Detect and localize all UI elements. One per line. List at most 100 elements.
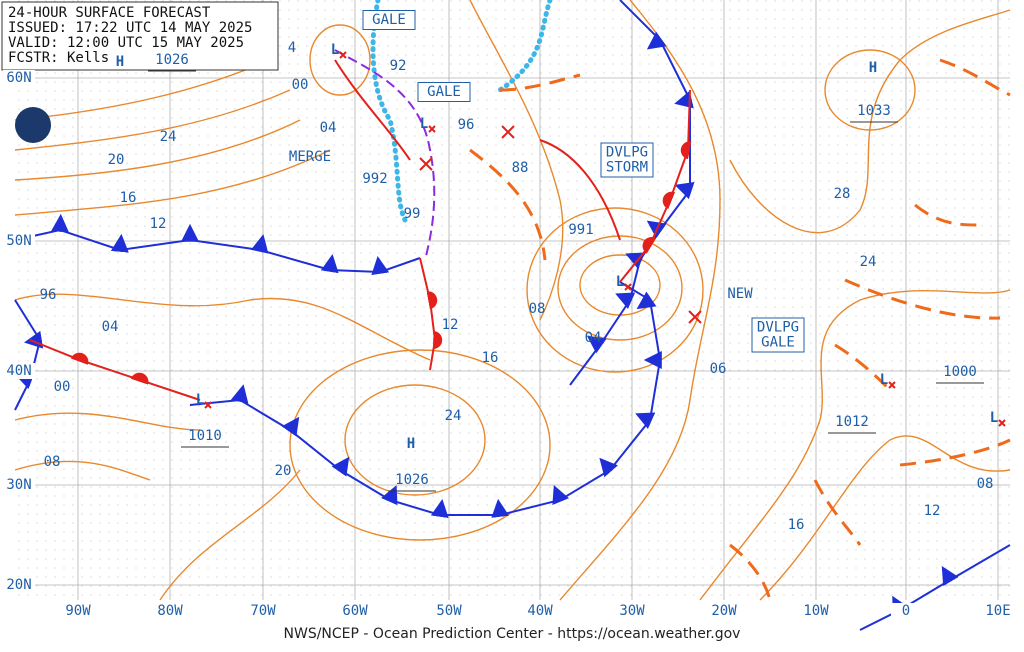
lon-label-box bbox=[63, 603, 93, 619]
lat-label: 30N bbox=[6, 477, 31, 493]
low-x bbox=[339, 51, 347, 59]
low-x bbox=[428, 125, 436, 133]
isobar-label: 92 bbox=[390, 58, 407, 74]
isobar-label: 16 bbox=[482, 350, 499, 366]
lon-label-box bbox=[891, 603, 921, 619]
lat-label: 20N bbox=[6, 577, 31, 593]
crosses bbox=[419, 125, 702, 324]
lat-label-box bbox=[3, 233, 35, 249]
header-line: ISSUED: 17:22 UTC 14 MAY 2025 bbox=[8, 20, 252, 36]
low-x bbox=[998, 419, 1006, 427]
lat-label-box bbox=[3, 363, 35, 379]
isobar-label: 08 bbox=[44, 454, 61, 470]
low-center: L bbox=[880, 372, 888, 388]
isobar-label: 1026 bbox=[155, 52, 189, 68]
isobar-label: 16 bbox=[120, 190, 137, 206]
lon-label: 80W bbox=[157, 603, 183, 619]
low-x bbox=[888, 381, 896, 389]
lon-label: 30W bbox=[619, 603, 645, 619]
header-line: VALID: 12:00 UTC 15 MAY 2025 bbox=[8, 35, 244, 51]
boxed-label: STORM bbox=[606, 160, 648, 176]
lon-label-box bbox=[434, 603, 464, 619]
boxed-label-frame bbox=[362, 10, 416, 30]
isobar-label: 991 bbox=[568, 222, 593, 238]
isobar-label: 88 bbox=[512, 160, 529, 176]
isobar-label: 00 bbox=[54, 379, 71, 395]
lon-label: 60W bbox=[342, 603, 368, 619]
boxed-label-frame bbox=[417, 82, 471, 102]
lon-label-box bbox=[340, 603, 370, 619]
footer: NWS/NCEP - Ocean Prediction Center - htt… bbox=[284, 626, 741, 642]
isobar-label: 12 bbox=[150, 216, 167, 232]
lon-label: 40W bbox=[527, 603, 553, 619]
lon-label-box bbox=[801, 603, 831, 619]
isobar-label: MERGE bbox=[289, 149, 331, 165]
low-center: L bbox=[331, 42, 339, 58]
boxed-label-frame bbox=[751, 317, 805, 353]
header-line: 24-HOUR SURFACE FORECAST bbox=[8, 5, 211, 21]
lon-label-box bbox=[983, 603, 1013, 619]
isobar-label: 20 bbox=[275, 463, 292, 479]
boxed-label: DVLPG bbox=[606, 145, 648, 161]
boxed-label: GALE bbox=[427, 84, 461, 100]
isobar-label: 4 bbox=[288, 40, 296, 56]
isobar-label: 12 bbox=[442, 317, 459, 333]
boxed-label-frame bbox=[600, 142, 654, 178]
lon-label: 90W bbox=[65, 603, 91, 619]
header-box bbox=[1, 1, 279, 71]
isobar-label: 24 bbox=[445, 408, 462, 424]
lon-label: 20W bbox=[711, 603, 737, 619]
high-center: H bbox=[116, 54, 124, 70]
lon-label-box bbox=[709, 603, 739, 619]
isobar-label: 24 bbox=[860, 254, 877, 270]
isobar-label: 28 bbox=[834, 186, 851, 202]
lon-label: 70W bbox=[250, 603, 276, 619]
boxed-label: DVLPG bbox=[757, 320, 799, 336]
lat-label: 40N bbox=[6, 363, 31, 379]
lon-label-box bbox=[525, 603, 555, 619]
isobar-label: NEW bbox=[727, 286, 753, 302]
isobar-label: 06 bbox=[710, 361, 727, 377]
lon-label: 10E bbox=[985, 603, 1010, 619]
isobar-label: 08 bbox=[529, 301, 546, 317]
isobar-label: 1026 bbox=[395, 472, 429, 488]
header-line: FCSTR: Kells bbox=[8, 50, 109, 66]
high-center: H bbox=[407, 436, 415, 452]
isobar-label: 16 bbox=[788, 517, 805, 533]
noaa-logo bbox=[15, 107, 51, 143]
isobar-label: 04 bbox=[585, 330, 602, 346]
ice-edge bbox=[370, 0, 553, 223]
isobar-label: 00 bbox=[292, 77, 309, 93]
high-center: H bbox=[869, 60, 877, 76]
isobar-label: 1000 bbox=[943, 364, 977, 380]
low-x bbox=[204, 401, 212, 409]
boxed-label: GALE bbox=[372, 12, 406, 28]
isobar-label: 20 bbox=[108, 152, 125, 168]
lat-label-box bbox=[3, 577, 35, 593]
isobar-label: 96 bbox=[458, 117, 475, 133]
isobar-label: 1010 bbox=[188, 428, 222, 444]
isobar-label: 992 bbox=[362, 171, 387, 187]
isobar-label: 12 bbox=[924, 503, 941, 519]
lon-label: 50W bbox=[436, 603, 462, 619]
lat-label-box bbox=[3, 477, 35, 493]
isobar-label: 1012 bbox=[835, 414, 869, 430]
isobar-label: 04 bbox=[102, 319, 119, 335]
low-center: L bbox=[990, 410, 998, 426]
lon-label-box bbox=[155, 603, 185, 619]
lat-label: 60N bbox=[6, 70, 31, 86]
boxed-label: GALE bbox=[761, 335, 795, 351]
isobar-label: 24 bbox=[160, 129, 177, 145]
low-center: L bbox=[196, 392, 204, 408]
lon-label-box bbox=[617, 603, 647, 619]
lat-label-box bbox=[3, 70, 35, 86]
low-center: L bbox=[616, 274, 624, 290]
lat-label: 50N bbox=[6, 233, 31, 249]
isobar-label: 99 bbox=[404, 206, 421, 222]
isobar-label: 04 bbox=[320, 120, 337, 136]
lon-label: 10W bbox=[803, 603, 829, 619]
isobar-label: 1033 bbox=[857, 103, 891, 119]
fronts bbox=[14, 0, 1011, 631]
